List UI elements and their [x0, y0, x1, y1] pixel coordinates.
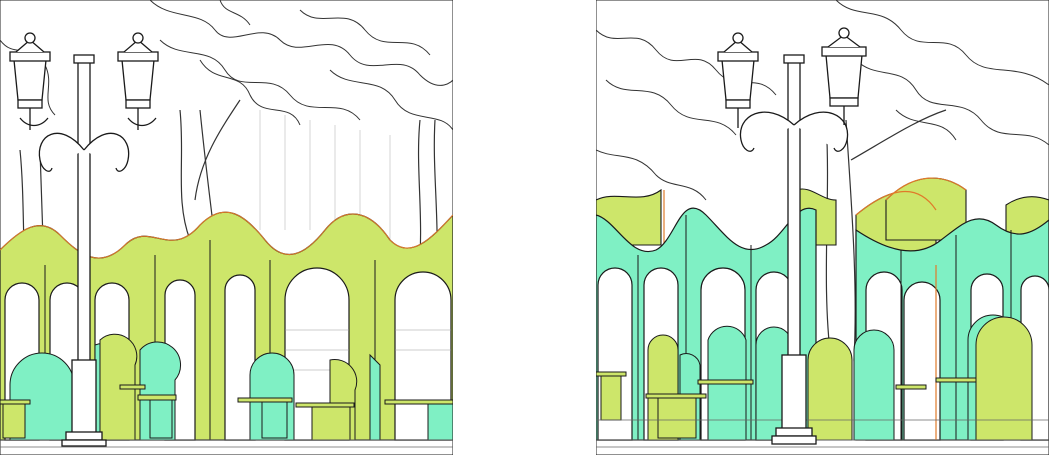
panel-right — [596, 0, 1049, 455]
left-illustration — [0, 0, 453, 455]
right-wall-edge — [855, 190, 937, 216]
left-interior-lines — [285, 329, 451, 371]
right-illustration — [596, 0, 1049, 455]
right-ground — [596, 419, 1049, 448]
right-street-lamp — [717, 27, 867, 445]
left-tables — [0, 384, 453, 441]
left-wall-edge — [0, 211, 453, 259]
right-tables — [596, 371, 977, 439]
right-wall-edge-2 — [885, 177, 967, 201]
panel-left — [0, 0, 453, 455]
left-street-lamp — [9, 32, 159, 447]
